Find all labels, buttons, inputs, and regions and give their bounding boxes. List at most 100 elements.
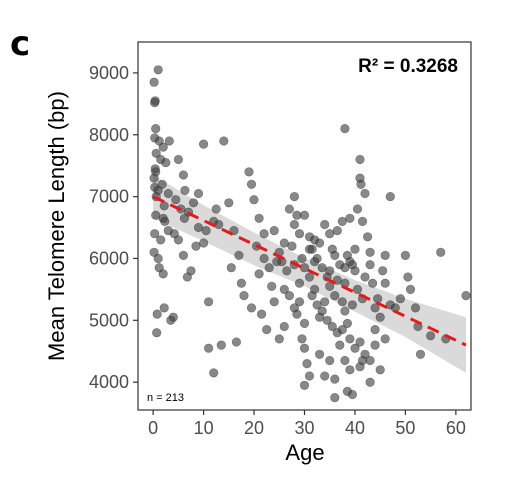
data-point <box>340 124 350 134</box>
data-point <box>327 321 337 332</box>
y-tick-label: 6000 <box>89 248 129 268</box>
data-point <box>352 204 363 214</box>
data-point <box>159 201 169 211</box>
data-point <box>304 244 315 254</box>
data-point <box>370 340 380 350</box>
data-point <box>380 250 390 260</box>
data-point <box>299 318 310 329</box>
data-point <box>204 343 214 353</box>
data-point <box>352 284 363 295</box>
y-tick-label: 5000 <box>89 310 129 330</box>
data-point <box>234 250 244 260</box>
data-point <box>436 247 446 257</box>
data-point <box>246 179 257 189</box>
data-point <box>191 241 201 251</box>
data-points <box>149 65 471 403</box>
data-point <box>340 355 350 366</box>
data-point <box>159 303 169 313</box>
x-tick-label: 50 <box>395 418 415 438</box>
data-point <box>214 219 224 230</box>
data-point <box>151 148 161 158</box>
data-point <box>257 309 267 319</box>
data-point <box>365 247 375 257</box>
data-point <box>279 284 289 295</box>
data-point <box>158 269 168 279</box>
data-point <box>204 297 214 307</box>
y-tick-label: 9000 <box>89 63 129 83</box>
data-point <box>171 195 181 205</box>
data-point <box>157 179 167 189</box>
y-tick-label: 7000 <box>89 187 129 207</box>
data-point <box>160 216 170 226</box>
data-point <box>325 355 335 366</box>
regression-layer <box>152 195 467 347</box>
data-point <box>272 257 282 267</box>
data-point <box>169 229 179 239</box>
x-tick-label: 0 <box>148 418 158 438</box>
x-axis-ticks: 0 10 20 30 40 50 60 <box>148 410 466 438</box>
data-point <box>158 142 168 152</box>
data-point <box>274 334 284 344</box>
data-point <box>370 303 380 313</box>
x-axis-title: Age <box>285 440 324 465</box>
data-point <box>365 260 375 270</box>
data-point <box>294 229 305 239</box>
data-point <box>375 365 385 375</box>
data-point <box>282 266 292 276</box>
data-point <box>335 340 345 350</box>
data-point <box>289 219 300 230</box>
data-point <box>289 192 300 202</box>
data-point <box>182 272 192 282</box>
x-tick-label: 20 <box>244 418 264 438</box>
data-point <box>342 318 353 329</box>
data-point <box>201 226 211 236</box>
data-point <box>153 65 163 75</box>
data-point <box>363 232 373 242</box>
data-point <box>259 253 269 264</box>
data-point <box>304 272 315 282</box>
data-point <box>180 185 190 195</box>
data-point <box>365 377 375 387</box>
data-point <box>337 297 347 307</box>
data-point <box>400 250 411 260</box>
data-point <box>355 337 365 347</box>
data-point <box>244 167 254 177</box>
data-point <box>209 368 219 378</box>
data-point <box>149 173 159 183</box>
data-point <box>188 198 199 208</box>
x-tick-label: 40 <box>345 418 365 438</box>
data-point <box>179 213 189 223</box>
x-tick-label: 30 <box>294 418 314 438</box>
data-point <box>378 266 388 276</box>
data-point <box>322 315 332 325</box>
y-axis-title: Mean Telomere Length (bp) <box>44 91 69 361</box>
data-point <box>254 269 264 279</box>
data-point <box>320 219 330 230</box>
data-point <box>150 229 160 239</box>
data-point <box>219 136 229 146</box>
data-point <box>262 325 272 335</box>
data-point <box>178 250 188 260</box>
data-point <box>193 188 204 199</box>
data-point <box>340 306 350 316</box>
data-point <box>350 244 360 254</box>
data-point <box>325 266 335 276</box>
r-squared-annotation: R² = 0.3268 <box>358 56 458 77</box>
data-point <box>315 238 325 248</box>
data-point <box>345 334 355 344</box>
data-point <box>304 371 315 381</box>
y-axis-ticks: 4000 5000 6000 7000 8000 9000 <box>89 63 138 392</box>
panel-label: c <box>10 24 30 64</box>
data-point <box>375 312 385 322</box>
data-point <box>150 97 160 108</box>
data-point <box>312 300 322 310</box>
data-point <box>332 226 342 236</box>
x-tick-label: 10 <box>194 418 214 438</box>
data-point <box>294 297 305 307</box>
data-point <box>347 389 358 400</box>
data-point <box>357 216 368 226</box>
regression-line <box>152 195 467 347</box>
data-point <box>330 374 340 384</box>
data-point <box>415 349 426 359</box>
